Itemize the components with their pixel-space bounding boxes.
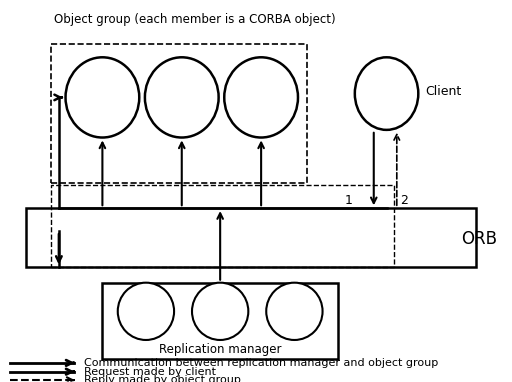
Ellipse shape: [145, 57, 219, 138]
Text: 1: 1: [344, 194, 352, 207]
Text: Replication manager: Replication manager: [159, 343, 282, 356]
Ellipse shape: [355, 57, 418, 130]
Ellipse shape: [118, 283, 174, 340]
Ellipse shape: [266, 283, 323, 340]
Bar: [102, 283, 338, 359]
Text: Communication between replication manager and object group: Communication between replication manage…: [84, 358, 439, 368]
Text: Reply made by object group: Reply made by object group: [84, 375, 241, 382]
Text: Object group (each member is a CORBA object): Object group (each member is a CORBA obj…: [54, 13, 335, 26]
Text: Request made by client: Request made by client: [84, 367, 217, 377]
Text: Client: Client: [425, 85, 461, 98]
Ellipse shape: [66, 57, 139, 138]
Ellipse shape: [224, 57, 298, 138]
Ellipse shape: [192, 283, 248, 340]
Text: ORB: ORB: [461, 230, 497, 248]
Text: 2: 2: [400, 194, 409, 207]
Bar: [26, 208, 476, 267]
Bar: [51, 185, 394, 267]
Bar: [51, 44, 307, 183]
